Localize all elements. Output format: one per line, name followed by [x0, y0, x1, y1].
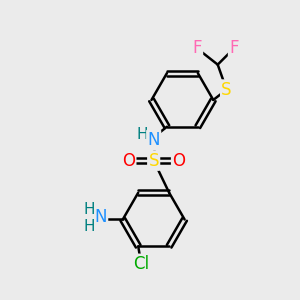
Text: H: H	[83, 219, 95, 234]
Text: N: N	[94, 208, 107, 226]
Text: N: N	[147, 131, 160, 149]
Text: H: H	[136, 127, 148, 142]
Text: H: H	[83, 202, 95, 217]
Text: O: O	[172, 152, 185, 169]
Text: S: S	[148, 152, 159, 169]
Text: F: F	[229, 39, 239, 57]
Text: S: S	[221, 81, 232, 99]
Text: O: O	[122, 152, 135, 169]
Text: Cl: Cl	[133, 255, 149, 273]
Text: F: F	[192, 39, 202, 57]
